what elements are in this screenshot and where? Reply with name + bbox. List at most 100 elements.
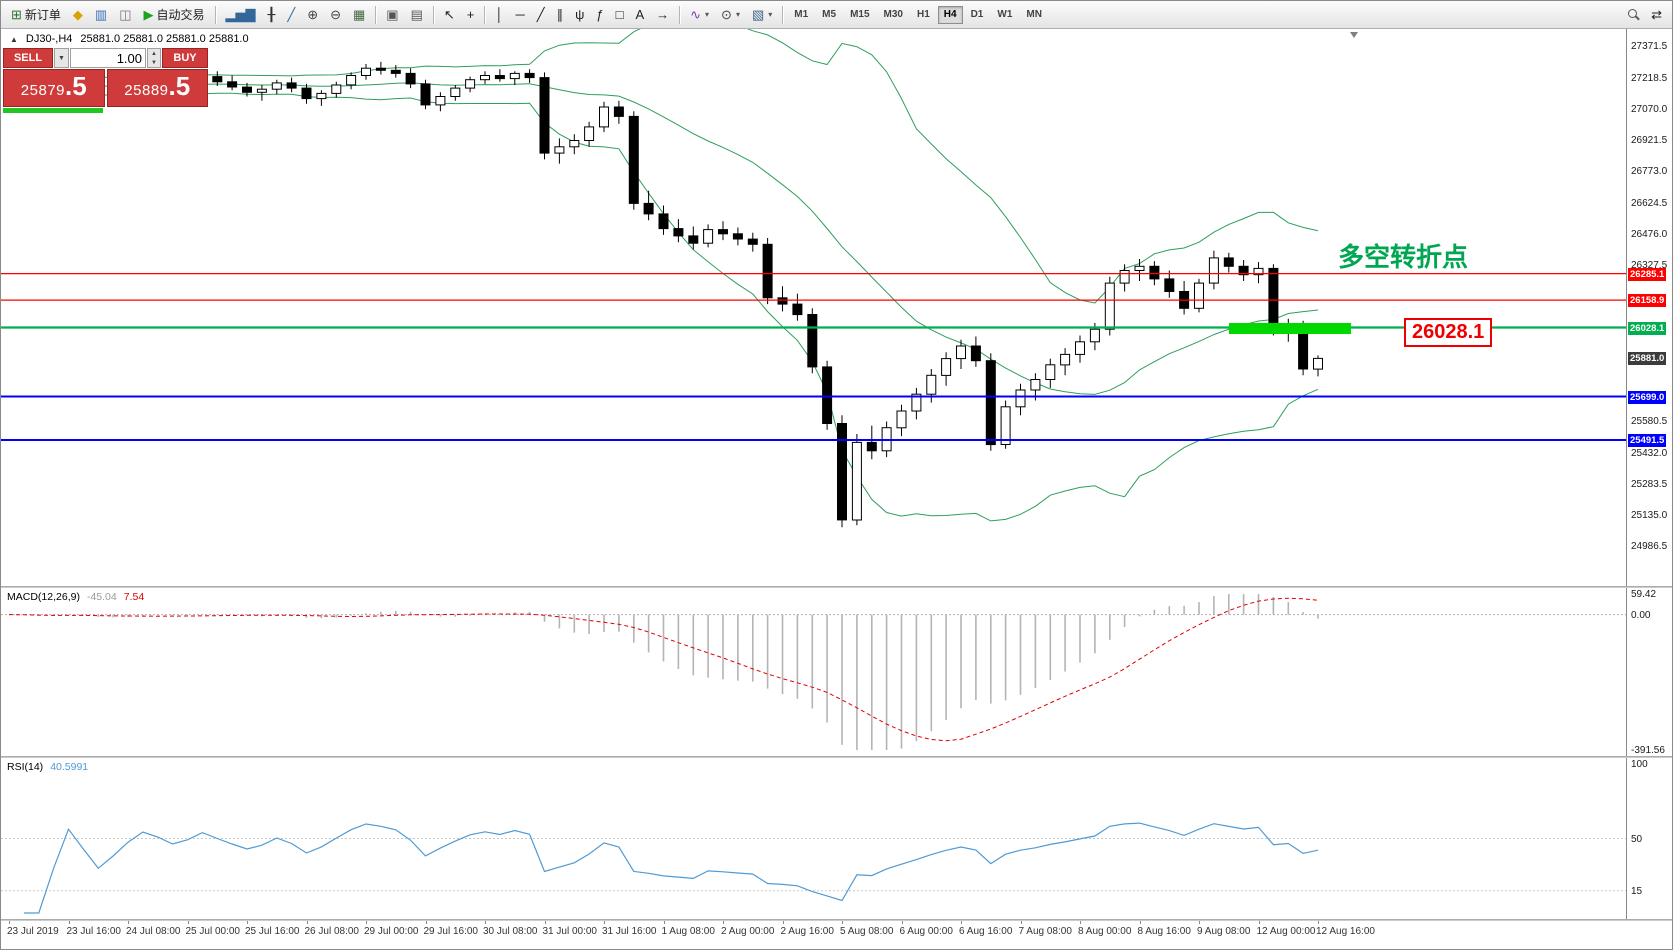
time-tick [1020, 921, 1022, 924]
horizontal-line-button[interactable]: ─ [511, 4, 530, 26]
bollinger-lower-band[interactable] [8, 81, 1319, 522]
price-callout-label[interactable]: 26028.1 [1404, 317, 1493, 347]
buy-button[interactable]: BUY [162, 48, 208, 68]
zoom-in-button[interactable]: ⊕ [302, 4, 323, 26]
spinner-up-icon[interactable]: ▲ [151, 50, 157, 57]
buy-price-button[interactable]: 25889.5 [106, 69, 208, 107]
candle [375, 67, 386, 71]
price-tick-label: 26773.0 [1631, 166, 1668, 178]
crosshair-button[interactable]: + [462, 4, 480, 26]
candle [822, 366, 833, 424]
price-axis[interactable]: 27371.5 27218.5 27070.0 26921.5 26773.0 26624… [1627, 29, 1672, 586]
trendline-button[interactable]: ╱ [532, 4, 550, 26]
timeframe-w1-button[interactable]: W1 [997, 9, 1013, 20]
arrow-marker-icon: → [656, 7, 670, 22]
price-tick-label: 26921.5 [1631, 135, 1668, 147]
indicators-button[interactable]: ∿ ▾ [685, 4, 714, 26]
candle [896, 410, 907, 429]
data-window-button[interactable]: ◫ [114, 4, 136, 26]
rsi-axis[interactable]: 100 50 15 [1627, 758, 1672, 919]
hline-price-badge: 26285.1 [1628, 267, 1667, 281]
time-axis-label: 23 Jul 2019 [7, 926, 59, 937]
time-tick [128, 921, 129, 924]
candle [1223, 257, 1234, 267]
macd-histogram [23, 594, 1319, 750]
timeframe-m30-button[interactable]: M30 [883, 9, 903, 20]
timeframe-m1-button[interactable]: M1 [794, 9, 809, 20]
fibonacci-button[interactable]: ƒ [591, 4, 608, 26]
bollinger-middle-band[interactable] [8, 81, 1319, 395]
chart-shift-marker[interactable] [1350, 32, 1358, 38]
time-axis[interactable]: 23 Jul 2019 23 Jul 16:00 24 Jul 08:00 25 Ju… [1, 921, 1626, 949]
price-tick-label: 25432.0 [1631, 447, 1668, 459]
chart-annotation-text[interactable]: 多空转折点 [1338, 242, 1469, 272]
chart-search-button[interactable] [1623, 4, 1644, 26]
support-zone-highlight[interactable] [1229, 322, 1351, 334]
toolbar-separator [679, 5, 681, 24]
new-order-button[interactable]: ⊞ 新订单 [6, 4, 66, 26]
panel-divider[interactable] [1, 919, 1672, 921]
toolbar-separator [782, 5, 784, 24]
candle [1313, 357, 1323, 370]
macd-axis[interactable]: 59.42 0.00 -391.56 [1627, 588, 1672, 756]
bar-chart-mode-button[interactable]: ▂▅▇ [221, 4, 261, 26]
timeframe-h1-button[interactable]: H1 [916, 9, 930, 20]
profiles-button[interactable]: ▥ [90, 4, 112, 26]
volume-dropdown-button[interactable]: ▼ [54, 48, 69, 68]
candle [673, 228, 684, 237]
periods-button[interactable]: ⊙ ▾ [716, 4, 745, 26]
vertical-line-button[interactable]: │ [490, 4, 508, 26]
candle [212, 76, 223, 83]
timeframe-h4-button[interactable]: H4 [937, 5, 963, 24]
autotrading-button[interactable]: ▶ 自动交易 [139, 4, 210, 26]
quick-navigation-button[interactable]: ⇄ [1646, 4, 1667, 26]
text-label-button[interactable]: A [630, 4, 649, 26]
grid-button[interactable]: ▦ [348, 4, 370, 26]
rsi-panel[interactable] [1, 758, 1626, 919]
time-tick [961, 921, 962, 924]
volume-stepper[interactable]: ▲ ▼ [147, 48, 161, 68]
cascade-windows-button[interactable]: ▤ [406, 4, 428, 26]
macd-axis-label: -391.56 [1631, 745, 1665, 756]
tile-windows-button[interactable]: ▣ [381, 4, 403, 26]
price-tick-label: 26624.5 [1631, 197, 1668, 209]
panel-divider[interactable] [1, 756, 1672, 758]
sell-price-button[interactable]: 25879.5 [3, 69, 105, 107]
macd-name: MACD(12,26,9) [7, 591, 80, 603]
zoom-out-button[interactable]: ⊖ [325, 4, 346, 26]
timeframe-m5-button[interactable]: M5 [822, 9, 837, 20]
time-axis-label: 31 Jul 00:00 [542, 926, 598, 937]
channel-button[interactable]: ∥ [552, 4, 569, 26]
timeframe-m15-button[interactable]: M15 [850, 9, 870, 20]
shapes-button[interactable]: □ [611, 4, 629, 26]
macd-panel[interactable] [1, 588, 1626, 756]
templates-button[interactable]: ▧ ▾ [747, 4, 777, 26]
sell-button[interactable]: SELL [3, 48, 53, 68]
one-click-panel-toggle[interactable]: ▲ [10, 34, 18, 44]
price-axis-border [1626, 29, 1627, 921]
timeframe-mn-button[interactable]: MN [1026, 9, 1042, 20]
volume-input[interactable] [70, 48, 146, 68]
hline-price-badge: 25491.5 [1628, 434, 1667, 447]
timeframe-d1-button[interactable]: D1 [970, 9, 984, 20]
candle [747, 238, 758, 245]
candlestick-mode-button[interactable]: ╂ [263, 4, 281, 26]
candle [286, 82, 297, 89]
time-tick [1258, 921, 1260, 924]
time-tick [1139, 921, 1141, 924]
arrow-objects-button[interactable]: → [651, 4, 674, 26]
candle [1164, 278, 1175, 292]
line-chart-mode-button[interactable]: ╱ [282, 4, 300, 26]
panel-divider[interactable] [1, 586, 1672, 588]
price-chart-area[interactable]: ▲ DJ30-,H4 25881.0 25881.0 25881.0 25881… [1, 29, 1626, 586]
time-tick [1199, 921, 1200, 924]
horizontal-line-icon: ─ [515, 7, 525, 22]
price-chart-svg[interactable] [1, 29, 1626, 586]
hline-price-badge: 25699.0 [1628, 390, 1667, 404]
favorites-button[interactable]: ◆ [68, 4, 88, 26]
pitchfork-button[interactable]: ψ [570, 4, 589, 26]
spinner-down-icon[interactable]: ▼ [151, 59, 157, 66]
crosshair-icon: + [466, 7, 475, 22]
bollinger-upper-band[interactable] [8, 29, 1319, 304]
cursor-button[interactable]: ↖ [439, 4, 460, 26]
